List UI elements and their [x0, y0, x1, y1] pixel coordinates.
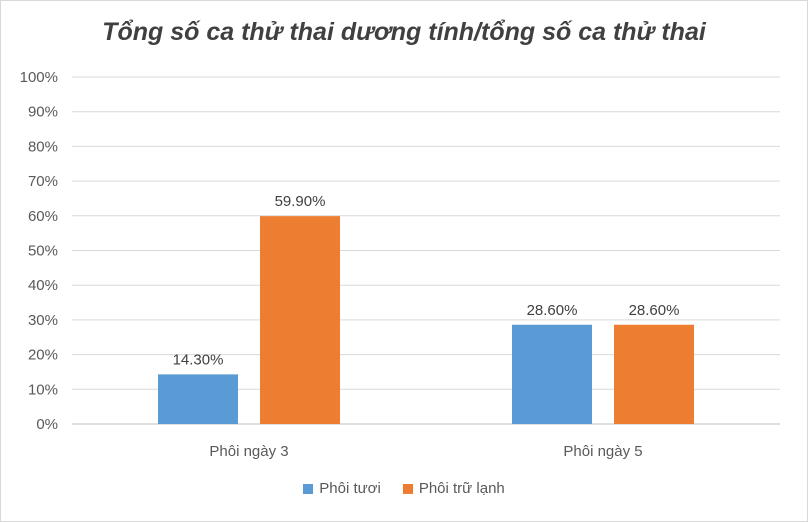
data-label: 28.60% — [629, 302, 680, 319]
legend-item-series-0: Phôi tươi — [303, 480, 381, 497]
y-tick-label: 60% — [28, 208, 58, 225]
y-tick-label: 70% — [28, 173, 58, 190]
x-category-label: Phôi ngày 5 — [563, 443, 642, 460]
y-tick-label: 0% — [36, 416, 58, 433]
x-category-label: Phôi ngày 3 — [209, 443, 288, 460]
y-tick-label: 10% — [28, 381, 58, 398]
y-tick-label: 90% — [28, 104, 58, 121]
y-tick-label: 40% — [28, 277, 58, 294]
data-label: 14.30% — [173, 351, 224, 368]
y-tick-label: 20% — [28, 347, 58, 364]
bar — [158, 374, 238, 424]
y-tick-label: 100% — [20, 69, 58, 86]
bar — [260, 216, 340, 424]
bar — [614, 324, 694, 424]
y-tick-label: 30% — [28, 312, 58, 329]
chart-legend: Phôi tươi Phôi trữ lạnh — [0, 480, 808, 497]
data-label: 28.60% — [527, 302, 578, 319]
legend-swatch-series-0 — [303, 483, 314, 494]
y-tick-label: 50% — [28, 243, 58, 260]
legend-swatch-series-1 — [402, 483, 413, 494]
y-tick-label: 80% — [28, 138, 58, 155]
legend-item-series-1: Phôi trữ lạnh — [402, 480, 505, 497]
bar — [512, 324, 592, 424]
legend-label-series-1: Phôi trữ lạnh — [418, 480, 505, 497]
chart-title: Tổng số ca thử thai dương tính/tổng số c… — [102, 18, 706, 46]
legend-label-series-0: Phôi tươi — [319, 480, 381, 497]
data-label: 59.90% — [275, 193, 326, 210]
